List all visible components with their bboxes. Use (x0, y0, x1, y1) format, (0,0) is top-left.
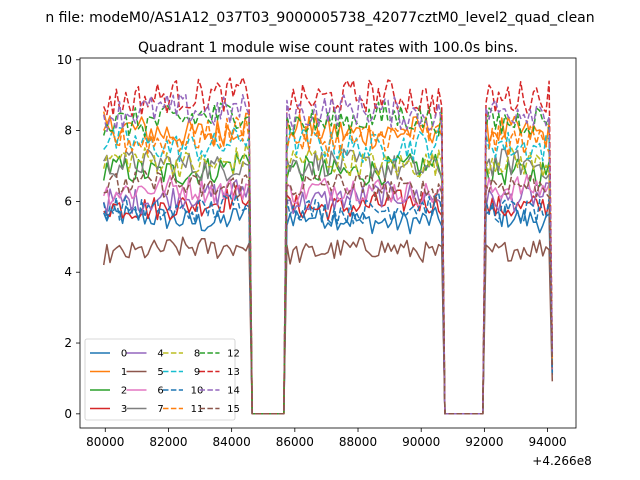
legend-label: 9 (194, 367, 200, 378)
y-tick-label: 4 (64, 265, 72, 279)
legend-label: 14 (227, 386, 240, 397)
legend-frame (84, 338, 236, 421)
legend-label: 6 (157, 386, 163, 397)
y-tick-label: 2 (64, 336, 72, 350)
y-axis: 0 2 4 6 8 10 (57, 53, 80, 421)
y-tick-label: 10 (57, 53, 72, 67)
legend-label: 8 (194, 349, 200, 360)
legend-label: 12 (227, 349, 240, 360)
legend-label: 7 (157, 404, 163, 415)
x-tick-label: 80000 (86, 435, 124, 449)
figure-suptitle: n file: modeM0/AS1A12_037T03_9000005738_… (45, 10, 594, 26)
legend-label: 2 (121, 386, 127, 397)
x-tick-label: 82000 (149, 435, 187, 449)
x-tick-label: 86000 (276, 435, 314, 449)
legend-label: 1 (121, 367, 127, 378)
x-offset-label: +4.266e8 (532, 454, 591, 468)
legend-label: 13 (227, 367, 240, 378)
x-tick-label: 88000 (339, 435, 377, 449)
axes-frame (79, 57, 577, 429)
legend-label: 5 (157, 367, 163, 378)
legend-label: 11 (191, 404, 204, 415)
x-tick-label: 94000 (528, 435, 566, 449)
y-tick-label: 0 (64, 407, 72, 421)
y-tick-label: 8 (64, 124, 72, 138)
series-layer (102, 76, 554, 415)
legend-label: 0 (121, 349, 127, 360)
x-axis: 80000 82000 84000 86000 88000 90000 92000 94000 (86, 428, 567, 449)
x-tick-label: 90000 (402, 435, 440, 449)
series-line-15 (103, 170, 554, 415)
legend-label: 3 (121, 404, 127, 415)
y-tick-label: 6 (64, 194, 72, 208)
legend-label: 4 (157, 349, 163, 360)
legend-label: 15 (227, 404, 240, 415)
series-line-12 (102, 101, 554, 415)
chart-title: Quadrant 1 module wise count rates with … (138, 40, 518, 56)
legend-label: 10 (191, 386, 204, 397)
x-tick-label: 84000 (213, 435, 251, 449)
x-tick-label: 92000 (465, 435, 503, 449)
